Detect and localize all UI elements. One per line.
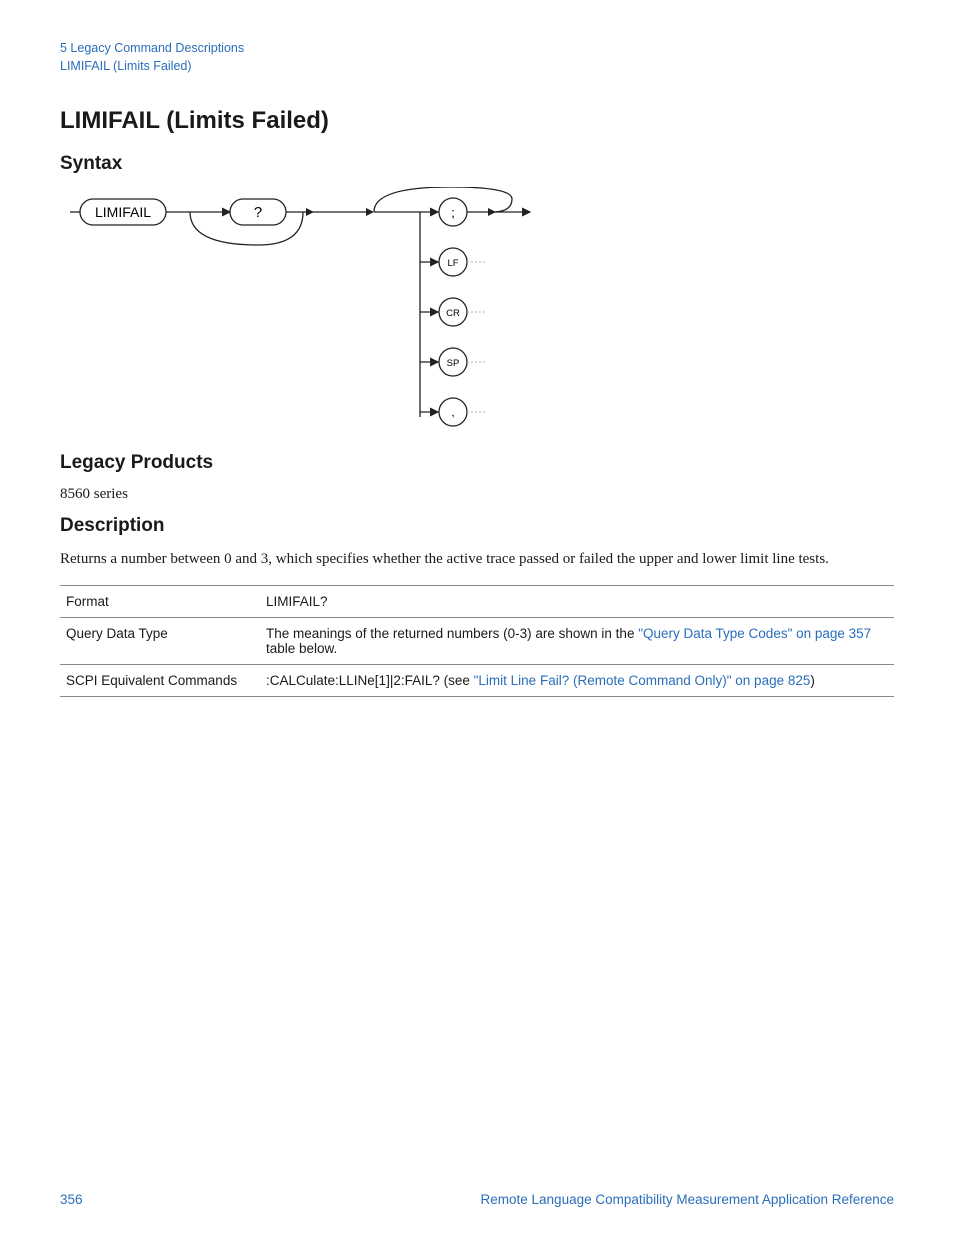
- table-row: Query Data Type The meanings of the retu…: [60, 617, 894, 664]
- page-number: 356: [60, 1192, 83, 1207]
- table-value: :CALCulate:LLINe[1]|2:FAIL? (see "Limit …: [260, 664, 894, 696]
- text-before: :CALCulate:LLINe[1]|2:FAIL? (see: [266, 673, 474, 688]
- page-title: LIMIFAIL (Limits Failed): [60, 107, 894, 135]
- table-label: Format: [60, 585, 260, 617]
- text-before: The meanings of the returned numbers (0-…: [266, 626, 638, 641]
- crossref-link[interactable]: "Query Data Type Codes" on page 357: [638, 626, 871, 641]
- table-label: SCPI Equivalent Commands: [60, 664, 260, 696]
- table-value: LIMIFAIL?: [260, 585, 894, 617]
- syntax-term-comma: ,: [451, 405, 454, 419]
- section-heading-syntax: Syntax: [60, 153, 894, 175]
- page-footer: 356 Remote Language Compatibility Measur…: [60, 1192, 894, 1207]
- info-table: Format LIMIFAIL? Query Data Type The mea…: [60, 585, 894, 697]
- section-heading-legacy: Legacy Products: [60, 452, 894, 474]
- syntax-term-sp: SP: [447, 358, 460, 369]
- table-value: The meanings of the returned numbers (0-…: [260, 617, 894, 664]
- breadcrumb-line-1: 5 Legacy Command Descriptions: [60, 40, 894, 58]
- footer-doc-title: Remote Language Compatibility Measuremen…: [481, 1192, 894, 1207]
- table-label: Query Data Type: [60, 617, 260, 664]
- syntax-command-node: LIMIFAIL: [95, 204, 151, 220]
- syntax-diagram: LIMIFAIL ? ; LF CR SP ,: [60, 187, 540, 432]
- text-after: ): [810, 673, 815, 688]
- syntax-question-node: ?: [254, 204, 262, 221]
- section-heading-description: Description: [60, 515, 894, 537]
- breadcrumb: 5 Legacy Command Descriptions LIMIFAIL (…: [60, 40, 894, 75]
- breadcrumb-line-2: LIMIFAIL (Limits Failed): [60, 58, 894, 76]
- table-row: Format LIMIFAIL?: [60, 585, 894, 617]
- legacy-products-text: 8560 series: [60, 486, 894, 503]
- text-after: table below.: [266, 641, 337, 656]
- description-text: Returns a number between 0 and 3, which …: [60, 549, 894, 571]
- syntax-term-semi: ;: [451, 205, 455, 220]
- syntax-term-lf: LF: [447, 258, 458, 269]
- syntax-term-cr: CR: [446, 308, 460, 319]
- table-row: SCPI Equivalent Commands :CALCulate:LLIN…: [60, 664, 894, 696]
- crossref-link[interactable]: "Limit Line Fail? (Remote Command Only)"…: [474, 673, 811, 688]
